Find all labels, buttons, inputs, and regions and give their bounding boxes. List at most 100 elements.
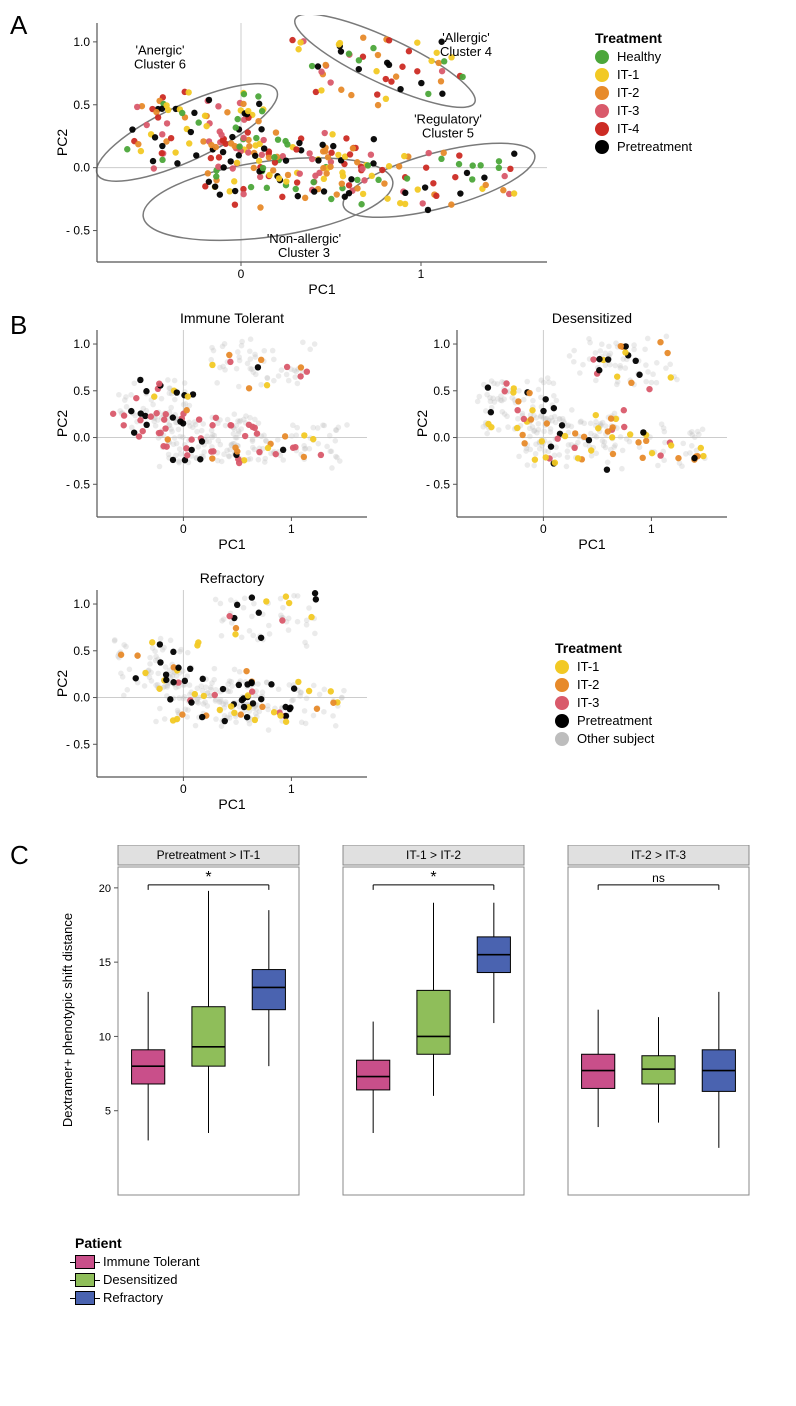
legend-label: Healthy <box>617 49 661 64</box>
svg-text:*: * <box>205 869 211 886</box>
legend-a-item: IT-4 <box>595 121 692 136</box>
legend-label: Immune Tolerant <box>103 1254 200 1269</box>
legend-swatch <box>555 732 569 746</box>
panel-c-legend: Patient Immune Tolerant Desensitized Refra… <box>75 1235 200 1308</box>
legend-label: Other subject <box>577 731 654 746</box>
svg-text:'Anergic': 'Anergic' <box>135 42 184 57</box>
legend-box-swatch <box>75 1273 95 1287</box>
svg-text:0.5: 0.5 <box>73 98 90 112</box>
svg-text:Cluster 6: Cluster 6 <box>134 56 186 71</box>
svg-text:0.5: 0.5 <box>433 384 450 398</box>
panel-a-chart: 01- 0.50.00.51.0PC1PC2'Anergic'Cluster 6… <box>55 15 555 300</box>
panel-c-facet-0: Pretreatment > IT-15101520* <box>80 845 305 1217</box>
figure-root: A 01- 0.50.00.51.0PC1PC2'Anergic'Cluster… <box>10 10 796 1330</box>
legend-swatch <box>555 660 569 674</box>
svg-text:PC2: PC2 <box>55 410 70 437</box>
svg-text:*: * <box>430 869 436 886</box>
legend-label: IT-2 <box>617 85 639 100</box>
legend-swatch <box>595 50 609 64</box>
panel-c-label: C <box>10 840 29 871</box>
legend-b-item: Pretreatment <box>555 713 654 728</box>
svg-text:PC2: PC2 <box>55 670 70 697</box>
svg-text:ns: ns <box>652 871 665 885</box>
legend-b-item: IT-2 <box>555 677 654 692</box>
svg-text:- 0.5: - 0.5 <box>66 224 90 238</box>
legend-b-item: Other subject <box>555 731 654 746</box>
svg-text:IT-2 > IT-3: IT-2 > IT-3 <box>631 848 686 862</box>
svg-text:0: 0 <box>540 522 547 536</box>
legend-a-item: IT-2 <box>595 85 692 100</box>
svg-text:'Regulatory': 'Regulatory' <box>414 112 482 127</box>
svg-text:PC1: PC1 <box>578 536 605 552</box>
svg-text:20: 20 <box>99 883 111 895</box>
legend-swatch <box>555 678 569 692</box>
legend-swatch <box>595 86 609 100</box>
svg-text:0: 0 <box>180 782 187 796</box>
svg-text:'Non-allergic': 'Non-allergic' <box>267 231 341 246</box>
svg-text:Cluster 4: Cluster 4 <box>440 44 492 59</box>
svg-text:Immune Tolerant: Immune Tolerant <box>180 310 284 326</box>
panel-b-label: B <box>10 310 27 341</box>
svg-text:0.0: 0.0 <box>433 431 450 445</box>
panel-a-legend: Treatment Healthy IT-1 IT-2 IT-3 IT-4 Pretrea… <box>595 30 692 157</box>
svg-text:0.0: 0.0 <box>73 691 90 705</box>
legend-a-title: Treatment <box>595 30 692 46</box>
legend-swatch <box>555 714 569 728</box>
svg-text:- 0.5: - 0.5 <box>66 477 90 491</box>
legend-box-swatch <box>75 1255 95 1269</box>
legend-label: IT-3 <box>617 103 639 118</box>
legend-label: Pretreatment <box>577 713 652 728</box>
svg-text:1.0: 1.0 <box>433 337 450 351</box>
svg-text:1.0: 1.0 <box>73 35 90 49</box>
legend-label: Desensitized <box>103 1272 177 1287</box>
panel-b-chart-0: 0 1 - 0.5 0.0 0.5 1.0 PC1 PC2 Immune Tolerant <box>55 310 375 555</box>
legend-a-item: Pretreatment <box>595 139 692 154</box>
svg-text:PC1: PC1 <box>308 281 335 297</box>
svg-text:1: 1 <box>288 522 295 536</box>
panel-a: A 01- 0.50.00.51.0PC1PC2'Anergic'Cluster… <box>10 10 796 310</box>
legend-a-item: IT-1 <box>595 67 692 82</box>
svg-text:10: 10 <box>99 1031 111 1043</box>
svg-text:Cluster 5: Cluster 5 <box>422 126 474 141</box>
svg-text:- 0.5: - 0.5 <box>66 737 90 751</box>
legend-b-item: IT-1 <box>555 659 654 674</box>
legend-swatch <box>595 122 609 136</box>
svg-text:1.0: 1.0 <box>73 337 90 351</box>
svg-text:Desensitized: Desensitized <box>552 310 632 326</box>
svg-text:0: 0 <box>180 522 187 536</box>
panel-c-ylabel-wrap: Dextramer+ phenotypic shift distance <box>60 845 80 1195</box>
panel-b-chart-1: 0 1 - 0.5 0.0 0.5 1.0 PC1 PC2 Desensitized <box>415 310 735 555</box>
legend-c-title: Patient <box>75 1235 200 1251</box>
svg-text:Pretreatment > IT-1: Pretreatment > IT-1 <box>157 848 261 862</box>
svg-text:'Allergic': 'Allergic' <box>442 30 490 45</box>
panel-c-ylabel: Dextramer+ phenotypic shift distance <box>60 913 75 1127</box>
legend-swatch <box>595 104 609 118</box>
legend-box-swatch <box>75 1291 95 1305</box>
svg-text:1: 1 <box>288 782 295 796</box>
panel-c-grid: Dextramer+ phenotypic shift distance Pret… <box>60 845 755 1217</box>
svg-text:0.5: 0.5 <box>73 384 90 398</box>
panel-b: B 01- 0.50.00.51.0PC1PC2Immune Tolerant0… <box>10 310 796 840</box>
legend-label: IT-2 <box>577 677 599 692</box>
legend-b-title: Treatment <box>555 640 654 656</box>
svg-text:Cluster 3: Cluster 3 <box>278 245 330 260</box>
svg-text:0.5: 0.5 <box>73 644 90 658</box>
legend-swatch <box>595 140 609 154</box>
legend-label: IT-1 <box>617 67 639 82</box>
svg-text:PC2: PC2 <box>415 410 430 437</box>
legend-swatch <box>555 696 569 710</box>
panel-c: C Dextramer+ phenotypic shift distance Pr… <box>10 840 796 1330</box>
svg-text:0.0: 0.0 <box>73 431 90 445</box>
svg-text:- 0.5: - 0.5 <box>426 477 450 491</box>
svg-text:5: 5 <box>105 1106 111 1118</box>
svg-text:1: 1 <box>648 522 655 536</box>
legend-c-item: Refractory <box>75 1290 200 1305</box>
legend-label: Pretreatment <box>617 139 692 154</box>
legend-label: IT-4 <box>617 121 639 136</box>
legend-swatch <box>595 68 609 82</box>
svg-text:1: 1 <box>418 267 425 281</box>
svg-text:0: 0 <box>238 267 245 281</box>
legend-b-item: IT-3 <box>555 695 654 710</box>
svg-text:1.0: 1.0 <box>73 597 90 611</box>
svg-text:PC1: PC1 <box>218 536 245 552</box>
